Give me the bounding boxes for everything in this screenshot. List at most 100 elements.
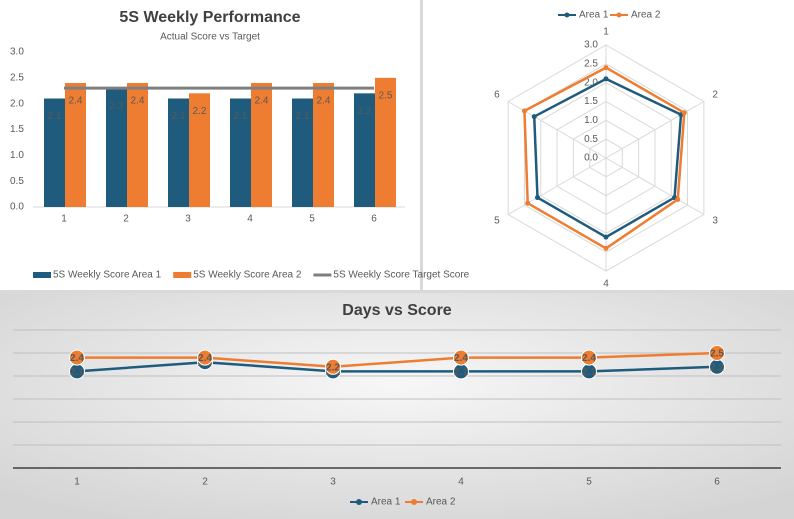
category-label: 6 xyxy=(494,90,500,101)
bar xyxy=(375,77,396,207)
data-label: 2.1 xyxy=(454,367,468,378)
category-label: 4 xyxy=(603,279,609,290)
data-label: 2.1 xyxy=(582,367,596,378)
y-tick-label: 0.0 xyxy=(10,202,24,213)
series-line xyxy=(76,360,718,373)
r-tick-label: 1.5 xyxy=(584,96,598,107)
chart-subtitle: Actual Score vs Target xyxy=(160,32,260,43)
marker xyxy=(603,65,609,71)
legend-swatch xyxy=(411,499,417,505)
x-tick-label: 6 xyxy=(714,477,720,488)
marker xyxy=(675,196,681,202)
y-tick-label: 2.0 xyxy=(10,98,24,109)
bar xyxy=(189,93,210,207)
category-label: 2 xyxy=(712,90,718,101)
category-label: 1 xyxy=(603,27,609,38)
data-label: 2.2 xyxy=(710,362,724,373)
panel xyxy=(423,0,794,290)
x-tick-label: 5 xyxy=(586,477,592,488)
data-label: 2.2 xyxy=(326,362,340,373)
r-tick-label: 0.0 xyxy=(584,153,598,164)
legend-label: Area 2 xyxy=(426,497,456,508)
spoke xyxy=(605,157,705,215)
data-label: 2.1 xyxy=(70,367,84,378)
data-label: 2.2 xyxy=(193,106,207,117)
marker xyxy=(603,76,609,82)
legend-label: Area 2 xyxy=(631,10,661,21)
bar xyxy=(354,93,375,207)
legend-swatch xyxy=(33,272,51,278)
data-label: 2.4 xyxy=(69,96,83,107)
bar xyxy=(44,98,65,207)
marker xyxy=(681,110,687,116)
category-label: 5 xyxy=(494,216,500,227)
data-label: 2.4 xyxy=(255,96,269,107)
marker xyxy=(603,245,609,251)
spoke xyxy=(605,101,705,159)
legend-swatch xyxy=(616,12,622,18)
bar xyxy=(251,83,272,207)
bar xyxy=(168,98,189,207)
marker xyxy=(525,200,531,206)
data-label: 2.5 xyxy=(379,90,393,101)
data-label: 2.5 xyxy=(710,349,724,360)
marker xyxy=(709,345,725,361)
y-tick-label: 0.5 xyxy=(10,176,24,187)
legend-label: 5S Weekly Score Target Score xyxy=(333,270,469,281)
x-tick-label: 3 xyxy=(330,477,336,488)
x-tick-label: 2 xyxy=(202,477,208,488)
marker xyxy=(581,349,597,366)
marker xyxy=(603,234,609,240)
data-label: 2.1 xyxy=(48,111,62,122)
marker xyxy=(521,108,527,114)
chart-title: 5S Weekly Performance xyxy=(119,9,300,26)
panel xyxy=(0,293,794,519)
x-tick-label: 3 xyxy=(185,214,191,225)
legend-label: Area 1 xyxy=(579,10,609,21)
bar xyxy=(106,88,127,207)
marker xyxy=(531,114,537,120)
x-tick-label: 5 xyxy=(309,214,315,225)
r-tick-label: 0.5 xyxy=(584,134,598,145)
bar xyxy=(292,98,313,207)
x-tick-label: 4 xyxy=(458,477,464,488)
data-label: 2.2 xyxy=(358,106,372,117)
r-tick-label: 2.5 xyxy=(584,58,598,69)
data-label: 2.1 xyxy=(234,111,248,122)
r-tick-label: 3.0 xyxy=(584,40,598,51)
chart-title: Days vs Score xyxy=(342,302,452,319)
data-label: 2.1 xyxy=(172,111,186,122)
data-label: 2.4 xyxy=(70,353,84,364)
legend-swatch xyxy=(564,12,570,18)
data-label: 2.4 xyxy=(317,96,331,107)
data-label: 2.4 xyxy=(582,353,596,364)
data-label: 2.1 xyxy=(296,111,310,122)
y-tick-label: 3.0 xyxy=(10,47,24,58)
x-tick-label: 1 xyxy=(74,477,80,488)
data-label: 2.3 xyxy=(110,101,124,112)
legend-swatch xyxy=(356,499,362,505)
spoke xyxy=(507,157,607,215)
marker xyxy=(453,349,469,366)
x-tick-label: 6 xyxy=(371,214,377,225)
marker xyxy=(69,349,85,366)
y-tick-label: 2.5 xyxy=(10,72,24,83)
r-tick-label: 2.0 xyxy=(584,77,598,88)
series-line xyxy=(77,351,718,369)
legend-label: 5S Weekly Score Area 2 xyxy=(193,270,302,281)
legend-swatch xyxy=(173,272,192,278)
x-tick-label: 4 xyxy=(247,214,253,225)
marker xyxy=(325,358,341,375)
marker xyxy=(197,349,213,366)
data-label: 2.4 xyxy=(454,353,468,364)
bar xyxy=(230,98,251,207)
r-tick-label: 1.0 xyxy=(584,115,598,126)
x-tick-label: 2 xyxy=(123,214,129,225)
legend-label: 5S Weekly Score Area 1 xyxy=(53,270,162,281)
data-label: 2.4 xyxy=(198,353,212,364)
bar xyxy=(65,83,86,207)
x-tick-label: 1 xyxy=(61,214,67,225)
y-tick-label: 1.5 xyxy=(10,124,24,135)
marker xyxy=(534,195,540,201)
